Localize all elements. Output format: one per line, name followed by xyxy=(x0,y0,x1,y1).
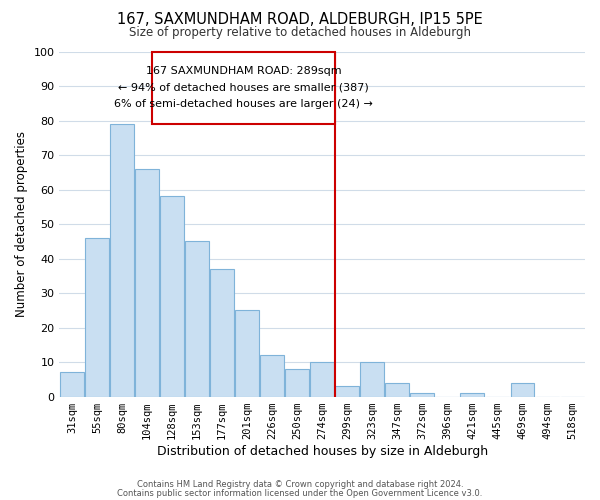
Bar xyxy=(310,362,334,396)
Text: Contains HM Land Registry data © Crown copyright and database right 2024.: Contains HM Land Registry data © Crown c… xyxy=(137,480,463,489)
Bar xyxy=(385,383,409,396)
Bar xyxy=(210,269,234,396)
Text: 167, SAXMUNDHAM ROAD, ALDEBURGH, IP15 5PE: 167, SAXMUNDHAM ROAD, ALDEBURGH, IP15 5P… xyxy=(117,12,483,28)
Bar xyxy=(185,242,209,396)
Text: Contains public sector information licensed under the Open Government Licence v3: Contains public sector information licen… xyxy=(118,489,482,498)
Bar xyxy=(110,124,134,396)
Bar xyxy=(335,386,359,396)
Bar xyxy=(285,369,309,396)
Bar xyxy=(160,196,184,396)
X-axis label: Distribution of detached houses by size in Aldeburgh: Distribution of detached houses by size … xyxy=(157,444,488,458)
Text: 167 SAXMUNDHAM ROAD: 289sqm
← 94% of detached houses are smaller (387)
6% of sem: 167 SAXMUNDHAM ROAD: 289sqm ← 94% of det… xyxy=(114,66,373,109)
Bar xyxy=(511,383,535,396)
Text: Size of property relative to detached houses in Aldeburgh: Size of property relative to detached ho… xyxy=(129,26,471,39)
Bar xyxy=(460,393,484,396)
Bar xyxy=(260,355,284,397)
Bar xyxy=(361,362,384,396)
Bar xyxy=(135,169,159,396)
Bar xyxy=(410,393,434,396)
Bar xyxy=(60,372,84,396)
Y-axis label: Number of detached properties: Number of detached properties xyxy=(15,131,28,317)
FancyBboxPatch shape xyxy=(152,52,335,124)
Bar xyxy=(85,238,109,396)
Bar xyxy=(235,310,259,396)
